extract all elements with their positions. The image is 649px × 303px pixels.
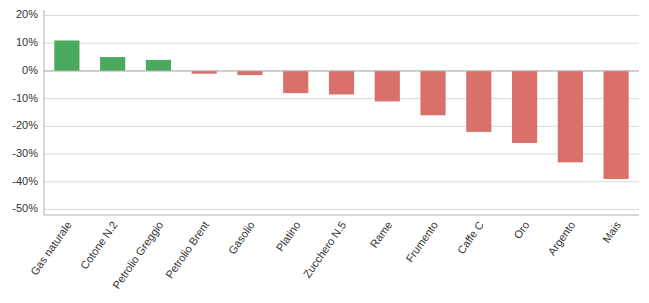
y-tick-label: 20%	[16, 8, 38, 20]
x-tick-label: Rame	[368, 219, 395, 250]
x-tick-label: Argento	[545, 219, 577, 257]
chart-container: -50% -40% -30% -20% -10% 0% 10% 20% Gas naturale…	[0, 0, 649, 303]
bar	[466, 71, 491, 132]
chart: -50% -40% -30% -20% -10% 0% 10% 20% Gas naturale…	[0, 0, 649, 303]
y-axis: -50% -40% -30% -20% -10% 0% 10% 20%	[12, 8, 44, 215]
y-tick-label: -20%	[12, 119, 38, 131]
y-tick-label: -10%	[12, 92, 38, 104]
y-tick-label: -30%	[12, 147, 38, 159]
bar	[146, 60, 171, 71]
y-tick-label: -40%	[12, 175, 38, 187]
x-tick-label: Platino	[274, 219, 303, 253]
grid-line	[44, 98, 639, 99]
grid-line	[44, 209, 639, 210]
bar	[558, 71, 583, 162]
bar	[100, 57, 125, 71]
bar	[604, 71, 629, 179]
y-tick-label: 10%	[16, 36, 38, 48]
bar	[283, 71, 308, 93]
y-axis-line	[44, 10, 45, 215]
grid-line	[44, 126, 639, 127]
bar	[237, 71, 262, 75]
y-tick-label: -50%	[12, 202, 38, 214]
x-tick-label: Mais	[600, 219, 623, 245]
bar	[375, 71, 400, 101]
grid-line	[44, 43, 639, 44]
grid-line	[44, 70, 639, 71]
zero-line	[44, 70, 639, 71]
grid-line	[44, 154, 639, 155]
grid-line	[44, 181, 639, 182]
x-tick-label: Petrolio Brent	[163, 219, 211, 280]
x-tick-label: Frumento	[403, 219, 440, 264]
grid-line	[44, 15, 639, 16]
x-tick-label: Petrolio Greggio	[110, 219, 165, 291]
x-tick-label: Cotone N.2	[78, 219, 120, 271]
x-tick-label: Gasolio	[226, 219, 257, 256]
bar	[420, 71, 445, 115]
y-tick-label: 0%	[22, 64, 38, 76]
x-tick-label: Oro	[511, 219, 531, 241]
x-tick-label: Gas naturale	[28, 219, 74, 277]
bar	[54, 40, 79, 70]
x-axis: Gas naturaleCotone N.2Petrolio GreggioPe…	[28, 219, 623, 291]
x-tick-label: Caffe C	[455, 219, 486, 256]
bar	[329, 71, 354, 95]
grid	[44, 16, 639, 210]
x-axis-line	[44, 215, 639, 216]
x-tick-label: Zucchero N.5	[301, 219, 349, 280]
bars	[54, 40, 628, 179]
bar	[512, 71, 537, 143]
